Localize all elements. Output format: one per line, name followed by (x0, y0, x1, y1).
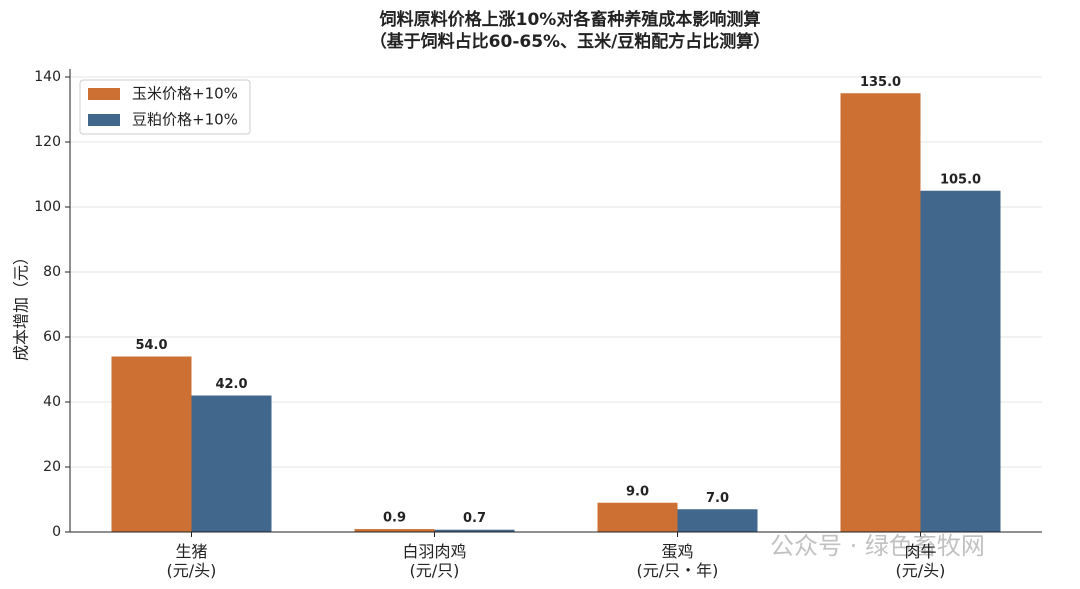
y-tick-label: 40 (43, 394, 61, 410)
x-tick-label: 生猪 (元/头) (166, 542, 217, 580)
bar (191, 395, 272, 532)
legend-label: 豆粕价格+10% (132, 111, 238, 129)
value-label: 105.0 (940, 172, 981, 187)
chart-title: 饲料原料价格上涨10%对各畜种养殖成本影响测算 (379, 9, 761, 30)
value-label: 0.7 (463, 511, 486, 526)
bar (597, 502, 678, 532)
y-tick-label: 120 (34, 134, 61, 150)
value-label: 7.0 (706, 491, 729, 506)
y-tick-label: 60 (43, 329, 61, 345)
y-axis-label: 成本增加（元） (12, 249, 31, 361)
value-label: 9.0 (626, 484, 649, 499)
y-tick-label: 140 (34, 69, 61, 85)
bar (434, 529, 515, 532)
bar (354, 529, 435, 532)
value-label: 135.0 (860, 75, 901, 90)
x-tick-label: 白羽肉鸡 (元/只) (402, 542, 467, 580)
bar (840, 93, 921, 532)
y-tick-label: 100 (34, 199, 61, 215)
chart-subtitle: （基于饲料占比60-65%、玉米/豆粕配方占比测算） (370, 31, 771, 52)
value-label: 42.0 (215, 377, 247, 392)
y-tick-label: 80 (43, 264, 61, 280)
legend-label: 玉米价格+10% (132, 85, 238, 103)
watermark: 公众号 · 绿色畜牧网 (770, 532, 985, 560)
value-label: 54.0 (135, 338, 167, 353)
x-tick-label: 肉牛 (元/头) (895, 542, 946, 580)
legend-swatch (88, 88, 120, 100)
y-tick-label: 0 (52, 524, 61, 540)
x-tick-label: 蛋鸡 (元/只・年) (636, 542, 719, 580)
legend-swatch (88, 114, 120, 126)
y-tick-label: 20 (43, 459, 61, 475)
bar (111, 356, 192, 532)
bar (677, 509, 758, 532)
value-label: 0.9 (383, 511, 406, 526)
bar (920, 190, 1001, 532)
legend-box (79, 79, 251, 135)
